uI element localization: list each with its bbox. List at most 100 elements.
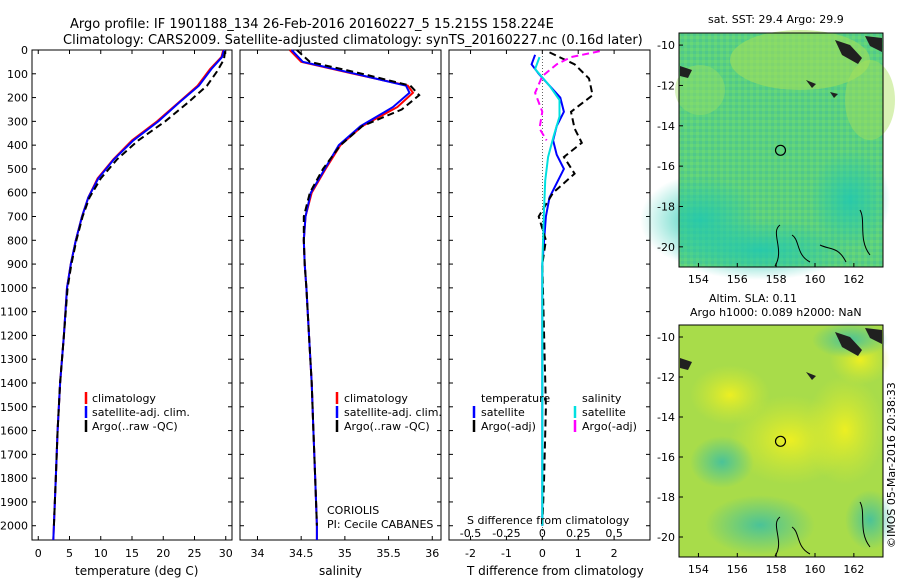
y-tick-label: 1100 bbox=[0, 306, 28, 319]
sst-cool-patch bbox=[730, 30, 870, 90]
sst-cool-patch bbox=[845, 60, 895, 140]
bathymetry-contour bbox=[774, 516, 781, 557]
x-tick-label: 0 bbox=[35, 547, 42, 560]
lat-tick-label: -20 bbox=[657, 531, 675, 544]
lat-tick-label: -10 bbox=[657, 39, 675, 52]
legend-salinity-title: salinity bbox=[582, 392, 622, 405]
x-tick-label: -2 bbox=[465, 547, 476, 560]
pi-label: PI: Cecile CABANES bbox=[327, 518, 433, 531]
x-tick-label: 5 bbox=[66, 547, 73, 560]
y-tick-label: 200 bbox=[7, 92, 28, 105]
x-tick-label: 35 bbox=[338, 547, 352, 560]
lon-tick-label: 156 bbox=[727, 563, 748, 576]
sst-map-title: sat. SST: 29.4 Argo: 29.9 bbox=[708, 13, 844, 26]
salinity-xlabel: salinity bbox=[319, 564, 362, 578]
lon-tick-label: 156 bbox=[727, 273, 748, 286]
x-tick-label: 25 bbox=[188, 547, 202, 560]
s-diff-tick-label: 0.25 bbox=[566, 527, 591, 540]
difference-lines bbox=[530, 50, 601, 526]
sla-low-patch bbox=[690, 436, 754, 488]
argo-raw-qc-line bbox=[52, 51, 227, 526]
temperature-profile-panel: 0100200300400500600700800900100011001200… bbox=[0, 44, 233, 578]
salinity-legend: climatology satellite-adj. clim. Argo(..… bbox=[335, 392, 442, 433]
sst-warm-patch bbox=[670, 220, 850, 280]
salinity-argo-adj-line bbox=[534, 50, 601, 141]
x-tick-label: 35.5 bbox=[376, 547, 401, 560]
lat-tick-label: -12 bbox=[657, 371, 675, 384]
x-tick-label: 34 bbox=[250, 547, 264, 560]
lon-tick-label: 154 bbox=[688, 273, 709, 286]
bathymetry-contour bbox=[791, 234, 811, 263]
difference-depth-ticks bbox=[449, 49, 650, 527]
y-tick-label: 1000 bbox=[0, 282, 28, 295]
difference-axes-frame bbox=[448, 49, 651, 541]
s-diff-tick-label: -0.5 bbox=[460, 527, 481, 540]
x-tick-label: 15 bbox=[125, 547, 139, 560]
temperature-lines bbox=[52, 49, 227, 541]
island-shape bbox=[806, 372, 816, 380]
sst-map-panel: sat. SST: 29.4 Argo: 29.9 154 156 158 160 16… bbox=[640, 13, 895, 286]
sla-map-field bbox=[679, 322, 895, 557]
y-tick-label: 2000 bbox=[0, 520, 28, 533]
lon-tick-label: 154 bbox=[688, 563, 709, 576]
legend-temperature-title: temperature bbox=[481, 392, 550, 405]
temperature-x-axis: 0 5 10 15 20 25 30 bbox=[35, 50, 233, 560]
bathymetry-contour bbox=[859, 501, 871, 548]
x-tick-label: 20 bbox=[156, 547, 170, 560]
lon-tick-label: 158 bbox=[766, 273, 787, 286]
t-difference-x-axis: -2 -1 0 1 2 bbox=[465, 50, 618, 560]
argo-float-position-marker bbox=[774, 435, 787, 447]
sla-high-patch bbox=[805, 375, 885, 485]
x-tick-label: -1 bbox=[501, 547, 512, 560]
climatology-line bbox=[289, 49, 415, 540]
island-shape bbox=[865, 328, 882, 344]
legend-satellite-label: satellite-adj. clim. bbox=[92, 406, 190, 419]
legend-s-satellite-label: satellite bbox=[582, 406, 626, 419]
sst-map-field bbox=[640, 30, 895, 280]
s-difference-x-axis: -0.5 -0.25 0 0.25 0.5 bbox=[460, 527, 623, 540]
y-tick-label: 1200 bbox=[0, 329, 28, 342]
s-difference-label: S difference from climatology bbox=[467, 514, 630, 527]
lat-tick-label: -20 bbox=[657, 241, 675, 254]
legend-satellite-label: satellite-adj. clim. bbox=[344, 406, 442, 419]
sla-low-patch bbox=[705, 495, 815, 555]
y-tick-label: 300 bbox=[7, 115, 28, 128]
legend-climatology-label: climatology bbox=[92, 392, 156, 405]
y-tick-label: 600 bbox=[7, 187, 28, 200]
y-tick-label: 400 bbox=[7, 139, 28, 152]
figure-title-line1: Argo profile: IF 1901188_134 26-Feb-2016… bbox=[70, 17, 554, 32]
sla-map-lon-axis: 154 156 158 160 162 bbox=[688, 553, 864, 576]
island-shape bbox=[806, 80, 816, 88]
y-tick-label: 900 bbox=[7, 258, 28, 271]
y-tick-label: 0 bbox=[21, 44, 28, 57]
sst-map-frame bbox=[678, 32, 884, 268]
sla-map-frame bbox=[678, 324, 884, 558]
t-difference-xlabel: T difference from climatology bbox=[466, 564, 644, 578]
lon-tick-label: 160 bbox=[805, 563, 826, 576]
s-diff-tick-label: 0.5 bbox=[605, 527, 623, 540]
island-shape bbox=[835, 40, 862, 64]
x-tick-label: 34.5 bbox=[289, 547, 314, 560]
y-tick-label: 1300 bbox=[0, 353, 28, 366]
island-shape bbox=[830, 92, 838, 98]
lat-tick-label: -14 bbox=[657, 411, 675, 424]
salinity-x-axis: 34 34.5 35 35.5 36 bbox=[250, 50, 439, 560]
sla-high-patch bbox=[690, 365, 770, 425]
x-tick-label: 10 bbox=[94, 547, 108, 560]
y-tick-label: 1700 bbox=[0, 448, 28, 461]
sst-map-lon-axis: 154 156 158 160 162 bbox=[688, 263, 864, 286]
salinity-depth-ticks bbox=[240, 49, 441, 527]
salinity-lines bbox=[289, 49, 421, 540]
temperature-xlabel: temperature (deg C) bbox=[75, 564, 198, 578]
depth-axis: 0 100 200 300 400 500 600 700 800 900 1000 1100 1200… bbox=[0, 44, 232, 533]
figure-title-line2: Climatology: CARS2009. Satellite-adjuste… bbox=[63, 33, 643, 48]
y-tick-label: 100 bbox=[7, 68, 28, 81]
x-tick-label: 2 bbox=[611, 547, 618, 560]
bathymetry-contour bbox=[791, 526, 811, 555]
lon-tick-label: 160 bbox=[805, 273, 826, 286]
climatology-line bbox=[52, 49, 225, 541]
sst-warm-patch bbox=[810, 150, 890, 250]
legend-t-argo-label: Argo(-adj) bbox=[481, 420, 536, 433]
satellite-adj-clim-line bbox=[290, 49, 411, 540]
